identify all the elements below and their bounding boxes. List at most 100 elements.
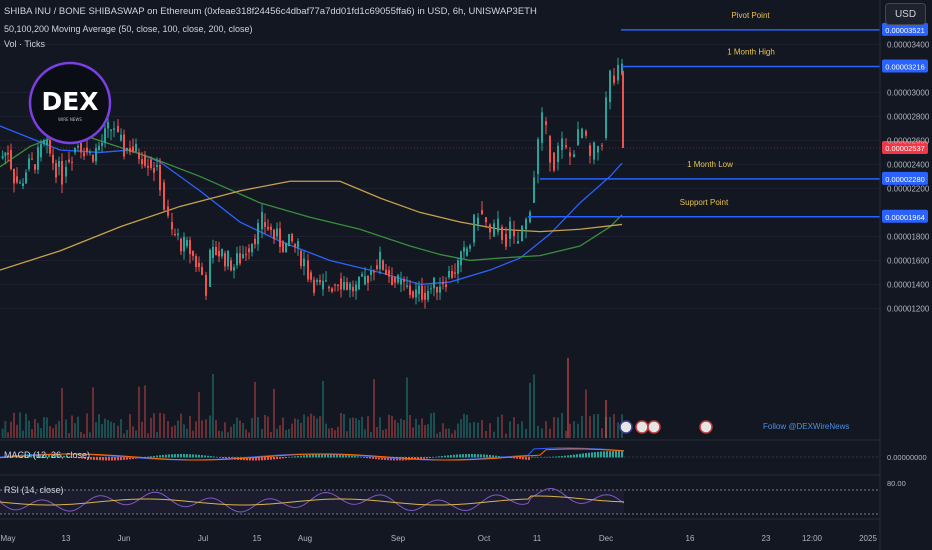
candle-body [521,225,523,242]
level-price-tag [882,171,928,185]
volume-bar [361,416,363,438]
volume-bar [409,415,411,438]
rsi-pane: 80.00 [0,479,906,515]
candle-body [138,152,140,160]
macd-hist-bar [429,457,431,459]
macd-hist-bar [573,454,575,458]
macd-hist-bar [96,457,98,461]
volume-bar [328,428,330,438]
macd-hist-bar [60,455,62,458]
macd-hist-bar [432,457,434,458]
volume-bar [433,412,435,438]
volume-bar [215,420,217,438]
candle-body [493,223,495,237]
candle-body [517,241,519,244]
candle-body [285,242,287,253]
x-tick-label: 11 [533,534,542,543]
macd-hist-bar [201,455,203,458]
candle-body [489,224,491,233]
candle-body [37,147,39,170]
macd-hist-bar [387,457,389,461]
volume-bar [436,433,438,438]
candle-body [46,139,48,146]
candle-body [230,260,232,271]
volume-bar [300,422,302,438]
macd-hist-bar [513,457,515,459]
candle-body [212,246,214,259]
candle-body [424,292,426,300]
level-label: 1 Month Low [687,160,733,169]
macd-hist-bar [435,456,437,458]
macd-hist-bar [465,454,467,458]
candle-body [22,183,24,187]
candle-body [279,228,281,247]
macd-label: MACD (12, 26, close) [4,450,91,460]
candle-body [509,221,511,239]
volume-bar [177,420,179,438]
volume-bar [212,373,214,438]
volume-bar [445,428,447,438]
volume-bar [192,430,194,438]
macd-hist-bar [555,456,557,458]
macd-hist-bar [174,454,176,458]
volume-bar [126,429,128,438]
macd-hist-bar [93,457,95,460]
macd-hist-bar [582,453,584,458]
volume-bar [319,416,321,438]
macd-hist-bar [462,454,464,458]
macd-hist-bar [117,457,119,461]
x-tick-label: 13 [62,534,71,543]
volume-bar [7,432,9,438]
currency-button[interactable]: USD [885,3,926,25]
candle-body [264,222,266,227]
macd-hist-bar [105,457,107,461]
volume-bar [113,422,115,438]
volume-bar [370,431,372,438]
candle-body [10,150,12,169]
candle-body [239,253,241,264]
candle-body [621,63,623,75]
macd-hist-bar [549,456,551,458]
candle-body [549,135,551,163]
candle-body [473,214,475,243]
volume-bar [364,429,366,438]
candle-body [385,269,387,275]
candle-body [605,97,607,139]
volume-bar [68,433,70,438]
candle-body [442,282,444,285]
volume-bar [254,381,256,438]
volume-bar [92,387,94,438]
volume-bar [537,425,539,438]
candle-body [65,167,67,177]
macd-hist-bar [336,454,338,458]
volume-bar [609,416,611,438]
macd-hist-bar [114,457,116,461]
volume-bar [355,418,357,438]
volume-legend: Vol · Ticks [4,39,46,49]
macd-hist-bar [480,454,482,458]
candle-body [135,143,137,152]
macd-hist-bar [618,451,620,458]
volume-bar [533,374,535,438]
volume-bar [123,433,125,438]
volume-bar [141,421,143,438]
candle-body [110,129,112,131]
candle-body [123,134,125,157]
volume-bar [147,433,149,438]
candle-body [403,279,405,282]
volume-bar [80,432,82,438]
chart-title: SHIBA INU / BONE SHIBASWAP on Ethereum (… [4,6,537,17]
candle-body [573,154,575,158]
candle-body [288,234,290,247]
volume-bar [493,431,495,438]
candle-body [297,241,299,248]
volume-bar [239,420,241,438]
candle-body [421,285,423,300]
macd-hist-bar [123,457,125,460]
candle-body [430,288,432,290]
macd-hist-bar [546,456,548,458]
macd-hist-bar [456,454,458,458]
volume-bar [460,419,462,438]
candle-body [501,226,503,240]
